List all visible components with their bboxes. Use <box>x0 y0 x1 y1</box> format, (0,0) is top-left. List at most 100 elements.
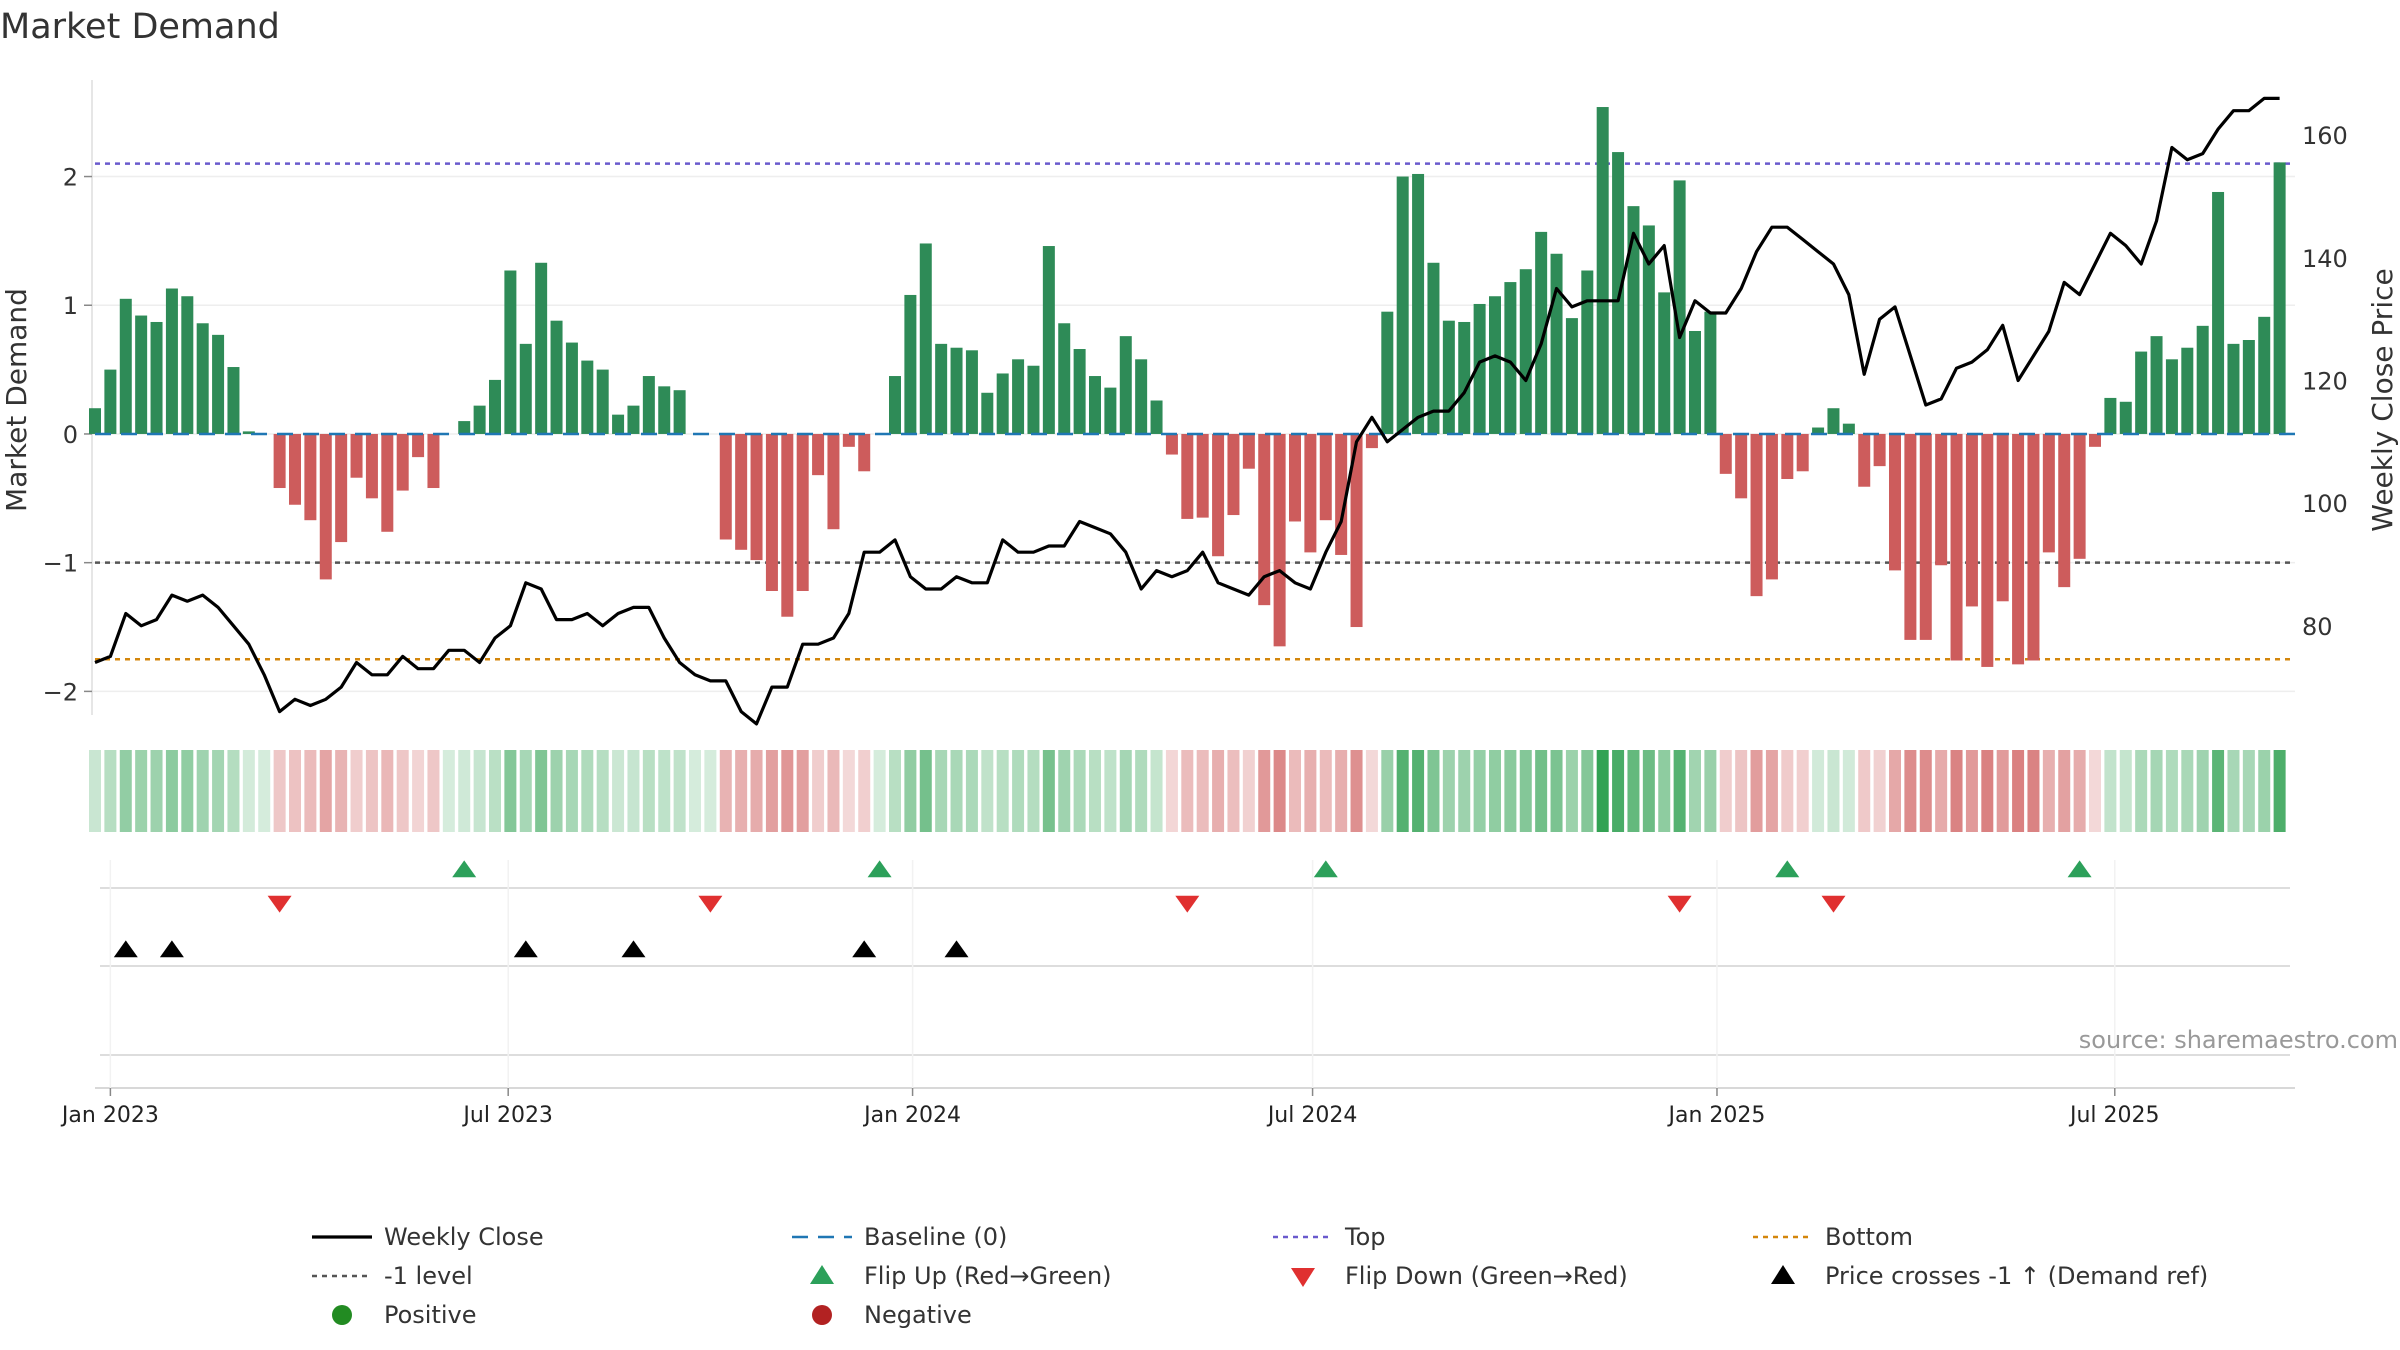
heat-cell <box>2165 750 2178 832</box>
demand-bar <box>2273 162 2286 434</box>
legend-item: Bottom <box>1753 1223 1913 1251</box>
demand-bar <box>1965 433 1978 607</box>
legend-label: Negative <box>864 1301 972 1329</box>
heat-cell <box>1258 750 1271 832</box>
flip-up-marker <box>1313 860 1338 878</box>
heat-cell <box>827 750 840 832</box>
demand-bar <box>996 373 1009 434</box>
heat-cell <box>458 750 471 832</box>
heat-cell <box>1089 750 1101 832</box>
heat-cell <box>1427 750 1440 832</box>
heat-cell <box>981 750 994 832</box>
demand-bars <box>89 107 2286 667</box>
heat-cell <box>1273 750 1286 832</box>
heat-cell <box>2258 750 2271 832</box>
demand-bar <box>596 369 609 434</box>
heat-cell <box>1935 750 1948 832</box>
heat-cell <box>2042 750 2055 832</box>
demand-bar <box>1165 433 1178 455</box>
heat-cell <box>965 750 978 832</box>
demand-bar <box>1365 433 1378 449</box>
x-tick-label: Jan 2023 <box>60 1103 159 1128</box>
demand-bar <box>1073 349 1086 434</box>
heat-cell <box>535 750 548 832</box>
x-tick-label: Jul 2023 <box>461 1103 553 1128</box>
heat-cell <box>1658 750 1671 832</box>
demand-bar <box>350 433 363 478</box>
demand-bar <box>1519 269 1532 434</box>
legend-item: Positive <box>332 1301 477 1329</box>
heat-cell <box>1735 750 1748 832</box>
y2-tick-label: 80 <box>2302 613 2333 641</box>
legend-label: Bottom <box>1825 1223 1913 1251</box>
heat-cell <box>735 750 748 832</box>
demand-bar <box>212 334 225 434</box>
heat-cell <box>181 750 194 832</box>
demand-bar <box>1581 270 1594 434</box>
heat-cell <box>350 750 363 832</box>
demand-bar <box>658 386 671 434</box>
demand-bar <box>1827 408 1840 434</box>
demand-bar <box>550 320 563 434</box>
heat-cell <box>1319 750 1332 832</box>
heat-cell <box>1889 750 1901 832</box>
demand-bar <box>1658 292 1671 434</box>
demand-bar <box>1719 433 1732 474</box>
y2-tick-label: 120 <box>2302 367 2348 395</box>
heat-cell <box>1750 750 1763 832</box>
demand-bar <box>812 433 825 476</box>
demand-bar <box>396 433 409 491</box>
heat-cell <box>704 750 717 832</box>
heat-cell <box>1904 750 1917 832</box>
demand-bar <box>2212 191 2225 434</box>
demand-bar <box>781 433 794 617</box>
heat-cell <box>2227 750 2240 832</box>
demand-bar <box>489 379 501 434</box>
heat-cell <box>1519 750 1532 832</box>
heat-cell <box>2012 750 2025 832</box>
legend-swatch <box>332 1305 352 1325</box>
heat-cell <box>1135 750 1148 832</box>
flip-down-marker <box>267 895 292 913</box>
heat-cell <box>812 750 825 832</box>
demand-bar <box>2104 397 2117 434</box>
heat-cell <box>904 750 917 832</box>
heat-cell <box>2089 750 2101 832</box>
demand-bar <box>1642 225 1655 434</box>
legend-item: Flip Up (Red→Green) <box>810 1262 1112 1290</box>
demand-bar <box>1273 433 1286 647</box>
heat-cell <box>1212 750 1225 832</box>
heat-cell <box>1289 750 1301 832</box>
demand-bar <box>1119 336 1132 434</box>
heat-cell <box>1704 750 1717 832</box>
heat-cell <box>596 750 609 832</box>
demand-bar <box>1812 427 1825 434</box>
heat-cell <box>1719 750 1732 832</box>
legend-swatch <box>810 1265 834 1284</box>
demand-bar <box>950 347 963 434</box>
legend-label: Baseline (0) <box>864 1223 1007 1251</box>
demand-bar <box>519 343 532 434</box>
heat-cell <box>935 750 948 832</box>
heat-cell <box>842 750 855 832</box>
demand-bar <box>565 342 578 434</box>
heat-cell <box>1827 750 1840 832</box>
heat-cell <box>1873 750 1886 832</box>
demand-bar <box>227 367 240 434</box>
demand-bar <box>165 288 178 434</box>
heat-cell <box>135 750 148 832</box>
heat-cell <box>781 750 794 832</box>
legend-label: Top <box>1344 1223 1386 1251</box>
heat-cell <box>1012 750 1025 832</box>
demand-bar <box>365 433 378 499</box>
heat-cell <box>1473 750 1486 832</box>
heat-cell <box>212 750 225 832</box>
heat-cell <box>2181 750 2194 832</box>
heat-cell <box>673 750 686 832</box>
heat-cell <box>858 750 871 832</box>
heat-cell <box>1365 750 1378 832</box>
legend-item: Weekly Close <box>312 1223 544 1251</box>
demand-bar <box>1781 433 1794 480</box>
heat-cell <box>89 750 101 832</box>
demand-bar <box>1981 433 1994 667</box>
